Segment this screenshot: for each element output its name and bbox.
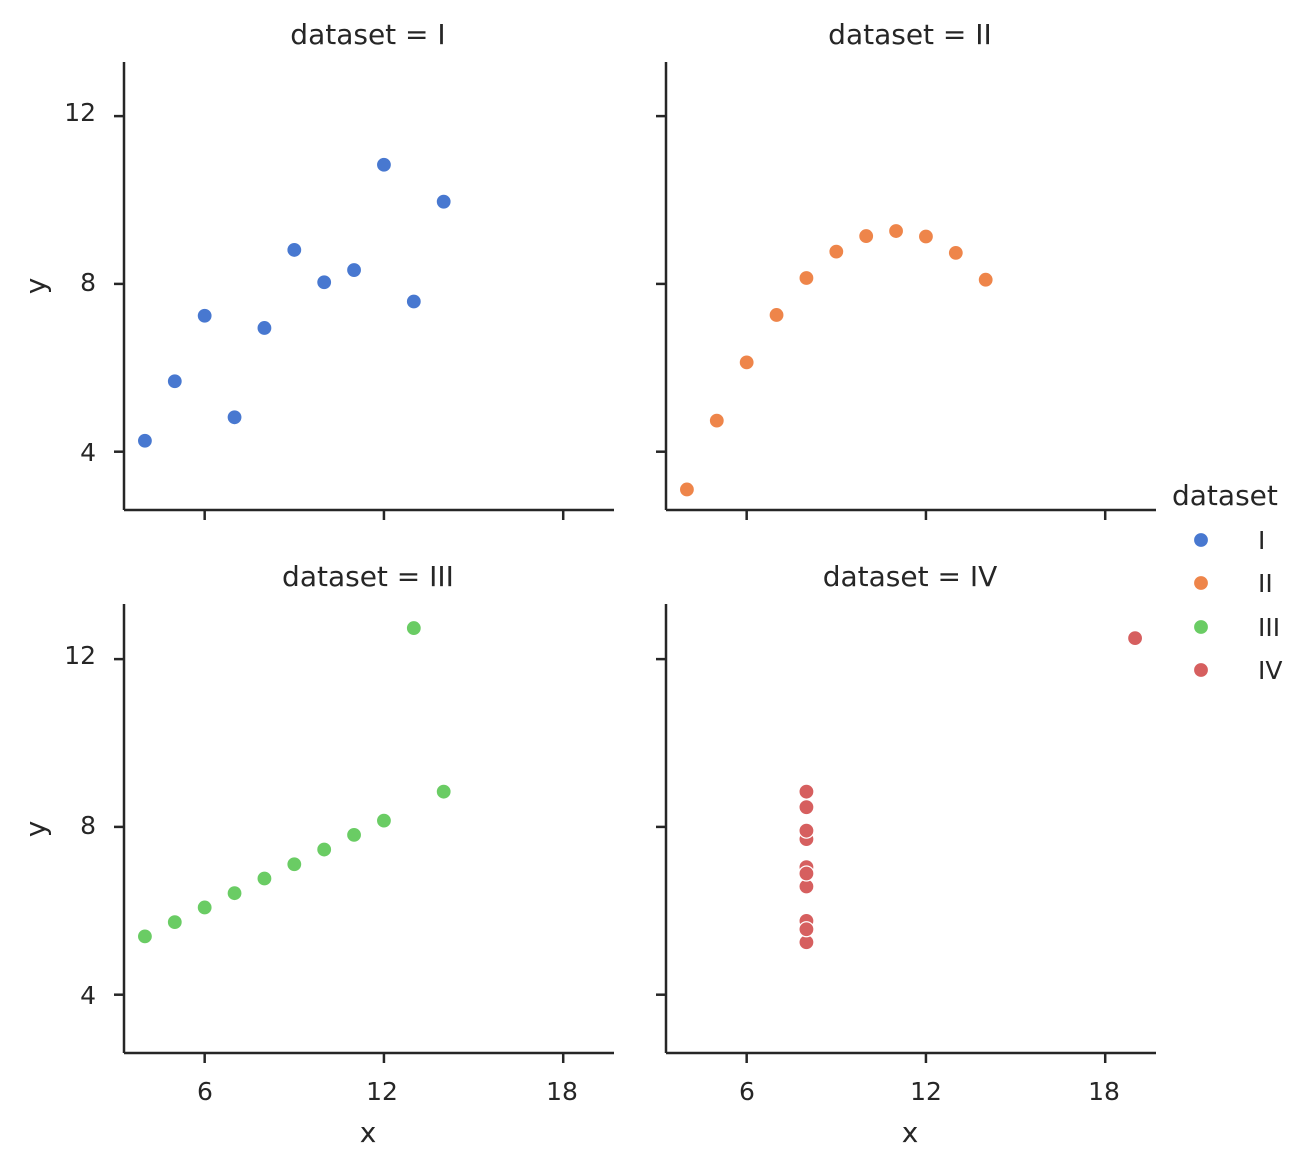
x-tick-label-12: 12 <box>910 1077 942 1106</box>
panel-dataset-IV: dataset = IV 6 12 18 x <box>656 560 1156 1149</box>
data-point <box>196 899 213 916</box>
y-tick-label-4: 4 <box>80 981 96 1010</box>
data-point <box>678 481 696 498</box>
data-point <box>375 812 393 829</box>
data-point <box>136 928 154 945</box>
legend-marker-II <box>1192 574 1210 592</box>
y-axis-label: y <box>19 821 52 838</box>
legend-label-II: II <box>1258 569 1273 598</box>
data-point <box>136 432 154 449</box>
legend-marker-IV <box>1192 661 1210 679</box>
panel-title: dataset = III <box>282 560 454 593</box>
points <box>798 630 1144 951</box>
x-axis-label: x <box>360 1116 377 1149</box>
points <box>136 619 452 945</box>
data-point <box>798 921 815 938</box>
panel-title: dataset = II <box>828 18 992 51</box>
data-point <box>286 856 303 873</box>
data-point <box>345 261 363 279</box>
tick-marks <box>114 114 565 520</box>
x-axis-label: x <box>902 1116 919 1149</box>
y-tick-label-4: 4 <box>80 438 96 467</box>
legend-marker-III <box>1192 618 1210 636</box>
data-point <box>375 156 393 173</box>
data-point <box>256 319 273 337</box>
y-tick-label-12: 12 <box>64 641 96 670</box>
y-tick-label-8: 8 <box>80 811 96 840</box>
x-tick-label-6: 6 <box>739 1077 755 1106</box>
data-point <box>196 307 213 324</box>
data-point <box>887 222 905 240</box>
y-tick-label-8: 8 <box>80 268 96 297</box>
legend-marker-I <box>1192 531 1210 549</box>
panel-dataset-III: dataset = III 12 8 4 6 12 18 y x <box>19 560 614 1149</box>
panel-dataset-II: dataset = II <box>656 18 1156 520</box>
data-point <box>166 914 183 931</box>
data-point <box>768 306 785 324</box>
data-point <box>738 354 755 371</box>
panel-title: dataset = IV <box>823 560 998 593</box>
data-point <box>405 293 422 310</box>
data-point <box>708 412 725 429</box>
points <box>678 222 994 498</box>
data-point <box>226 409 243 426</box>
legend: dataset I II III IV <box>1172 479 1282 685</box>
tick-marks <box>656 114 1107 520</box>
data-point <box>316 841 333 858</box>
legend-label-III: III <box>1258 613 1280 642</box>
legend-title: dataset <box>1172 479 1278 512</box>
tick-marks <box>114 657 565 1063</box>
data-point <box>435 193 452 210</box>
data-point <box>977 271 994 288</box>
points <box>136 156 452 449</box>
panel-title: dataset = I <box>290 18 445 51</box>
data-point <box>798 269 815 287</box>
data-point <box>286 241 303 259</box>
data-point <box>166 373 183 390</box>
data-point <box>798 799 815 816</box>
x-tick-label-18: 18 <box>1088 1077 1120 1106</box>
y-axis-label: y <box>19 278 52 295</box>
x-tick-label-6: 6 <box>197 1077 213 1106</box>
data-point <box>1126 630 1144 647</box>
legend-label-I: I <box>1258 526 1265 555</box>
data-point <box>256 870 273 887</box>
data-point <box>345 826 363 843</box>
data-point <box>828 243 845 260</box>
x-tick-label-18: 18 <box>546 1077 578 1106</box>
data-point <box>798 822 815 839</box>
data-point <box>405 619 422 637</box>
data-point <box>917 228 935 245</box>
tick-marks <box>656 657 1107 1063</box>
data-point <box>435 783 452 800</box>
data-point <box>226 885 243 902</box>
legend-label-IV: IV <box>1258 656 1282 685</box>
panel-dataset-I: dataset = I 12 8 4 y <box>19 18 614 520</box>
x-tick-label-12: 12 <box>366 1077 398 1106</box>
data-point <box>798 865 815 882</box>
data-point <box>798 783 815 800</box>
data-point <box>316 274 333 291</box>
y-tick-label-12: 12 <box>64 98 96 127</box>
data-point <box>947 244 964 261</box>
data-point <box>858 227 875 245</box>
